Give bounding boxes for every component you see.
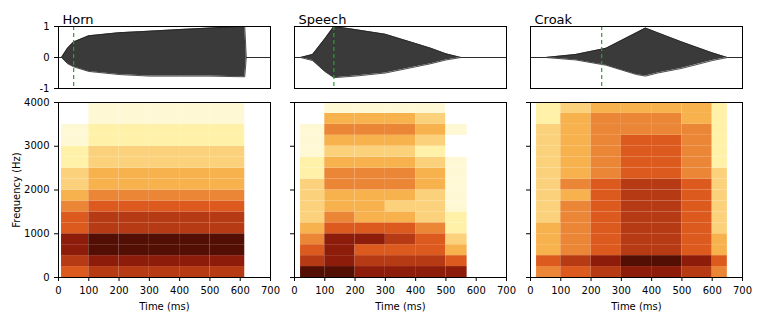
svg-text:200: 200 bbox=[110, 285, 129, 296]
svg-text:0: 0 bbox=[43, 272, 49, 283]
svg-text:400: 400 bbox=[406, 285, 425, 296]
svg-text:Croak: Croak bbox=[535, 12, 573, 27]
svg-text:100: 100 bbox=[315, 285, 334, 296]
svg-text:4000: 4000 bbox=[24, 97, 49, 108]
svg-text:600: 600 bbox=[703, 285, 722, 296]
svg-text:Time (ms): Time (ms) bbox=[610, 301, 662, 312]
svg-text:Time (ms): Time (ms) bbox=[374, 301, 426, 312]
svg-text:500: 500 bbox=[200, 285, 219, 296]
svg-text:Speech: Speech bbox=[299, 12, 347, 27]
svg-text:3000: 3000 bbox=[24, 140, 49, 151]
svg-text:700: 700 bbox=[497, 285, 516, 296]
svg-text:700: 700 bbox=[261, 285, 280, 296]
svg-text:700: 700 bbox=[733, 285, 752, 296]
svg-text:0: 0 bbox=[527, 285, 533, 296]
svg-text:0: 0 bbox=[291, 285, 297, 296]
svg-text:400: 400 bbox=[642, 285, 661, 296]
svg-text:0: 0 bbox=[43, 52, 49, 63]
svg-text:300: 300 bbox=[140, 285, 159, 296]
svg-text:300: 300 bbox=[612, 285, 631, 296]
svg-text:1000: 1000 bbox=[24, 228, 49, 239]
svg-text:1: 1 bbox=[43, 21, 49, 32]
svg-text:2000: 2000 bbox=[24, 184, 49, 195]
svg-text:-1: -1 bbox=[40, 83, 50, 94]
svg-text:500: 500 bbox=[672, 285, 691, 296]
svg-text:300: 300 bbox=[376, 285, 395, 296]
svg-text:Horn: Horn bbox=[63, 12, 94, 27]
svg-text:Time (ms): Time (ms) bbox=[138, 301, 190, 312]
svg-text:0: 0 bbox=[55, 285, 61, 296]
svg-text:200: 200 bbox=[346, 285, 365, 296]
svg-text:400: 400 bbox=[170, 285, 189, 296]
svg-text:100: 100 bbox=[551, 285, 570, 296]
svg-text:600: 600 bbox=[467, 285, 486, 296]
svg-text:100: 100 bbox=[79, 285, 98, 296]
svg-text:500: 500 bbox=[436, 285, 455, 296]
svg-text:Frequency (Hz): Frequency (Hz) bbox=[11, 152, 22, 228]
svg-text:600: 600 bbox=[231, 285, 250, 296]
svg-text:200: 200 bbox=[582, 285, 601, 296]
